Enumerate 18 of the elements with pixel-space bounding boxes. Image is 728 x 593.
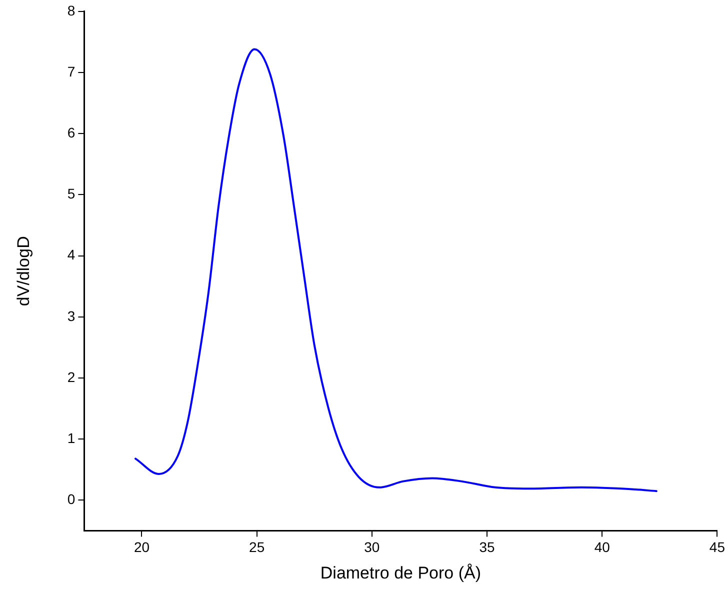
x-tick-label: 40 [594,539,610,556]
y-tick-label: 4 [67,246,76,263]
x-tick-label: 20 [134,539,150,556]
y-tick-label: 8 [67,2,76,18]
line-series [134,48,658,492]
x-tick-label: 25 [249,539,265,556]
y-tick-label: 0 [67,491,76,508]
y-axis-title: dV/dlogD [14,236,33,306]
y-tick-label: 6 [67,124,76,140]
x-axis-title: Diametro de Poro (Å) [320,563,482,582]
y-tick-label: 1 [67,430,76,446]
y-tick-label: 3 [67,308,76,324]
y-tick-label: 5 [67,186,76,202]
x-tick-label: 35 [479,539,496,556]
x-tick-label: 45 [709,539,726,556]
y-tick-label: 2 [67,368,76,385]
x-tick-label: 30 [364,539,380,556]
y-tick-label: 7 [67,63,76,80]
